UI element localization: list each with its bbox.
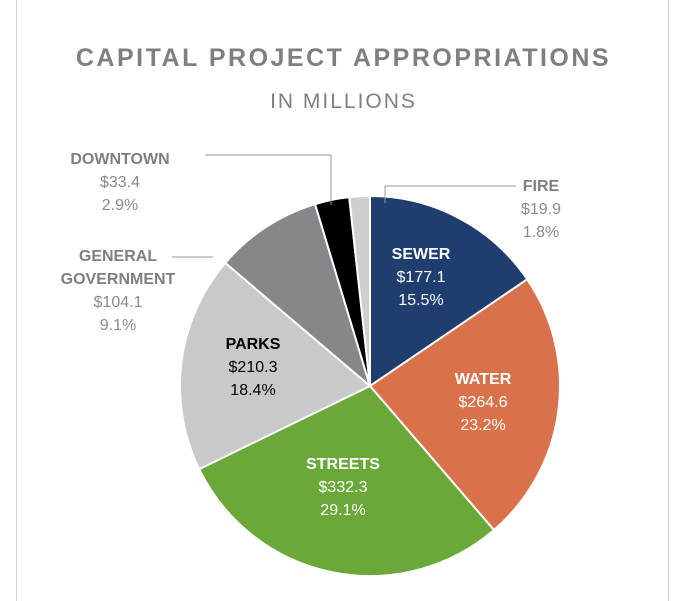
pie-slice xyxy=(369,194,529,388)
slice-label: PARKS $210.3 18.4% xyxy=(226,333,281,402)
slice-label: WATER $264.6 23.2% xyxy=(455,368,512,437)
category-label: GENERAL GOVERNMENT xyxy=(60,248,176,288)
pie-slice xyxy=(179,261,372,471)
category-label: WATER xyxy=(454,371,512,388)
percentage-label: 2.9% xyxy=(101,197,139,214)
slice-label: FIRE $19.9 1.8% xyxy=(521,175,561,244)
value-label: $264.6 xyxy=(458,394,508,411)
chart-subtitle: IN MILLIONS xyxy=(270,90,417,113)
frame xyxy=(16,0,669,601)
chart-title: CAPITAL PROJECT APPROPRIATIONS xyxy=(75,44,612,72)
pie-slice xyxy=(368,277,561,532)
value-label: $104.1 xyxy=(93,294,143,311)
category-label: STREETS xyxy=(306,456,380,473)
percentage-label: 15.5% xyxy=(398,292,444,309)
category-label: FIRE xyxy=(522,178,560,195)
percentage-label: 9.1% xyxy=(99,317,137,334)
value-label: $33.4 xyxy=(99,174,141,191)
leader-line xyxy=(205,154,332,205)
percentage-label: 18.4% xyxy=(230,382,276,399)
leader-line xyxy=(384,185,516,203)
slice-label: STREETS $332.3 29.1% xyxy=(306,453,380,522)
value-label: $332.3 xyxy=(318,479,368,496)
value-label: $19.9 xyxy=(520,201,562,218)
category-label: SEWER xyxy=(391,246,451,263)
value-label: $177.1 xyxy=(396,269,446,286)
percentage-label: 1.8% xyxy=(522,224,560,241)
slice-label: GENERAL GOVERNMENT $104.1 9.1% xyxy=(43,245,193,337)
category-label: PARKS xyxy=(225,336,281,353)
pie-slice xyxy=(348,194,371,387)
slice-label: SEWER $177.1 15.5% xyxy=(392,243,451,312)
slice-label: DOWNTOWN $33.4 2.9% xyxy=(70,148,169,217)
pie-slice xyxy=(223,202,372,389)
percentage-label: 29.1% xyxy=(320,502,366,519)
percentage-label: 23.2% xyxy=(460,417,506,434)
category-label: DOWNTOWN xyxy=(70,151,170,168)
pie xyxy=(179,194,561,577)
value-label: $210.3 xyxy=(228,359,278,376)
